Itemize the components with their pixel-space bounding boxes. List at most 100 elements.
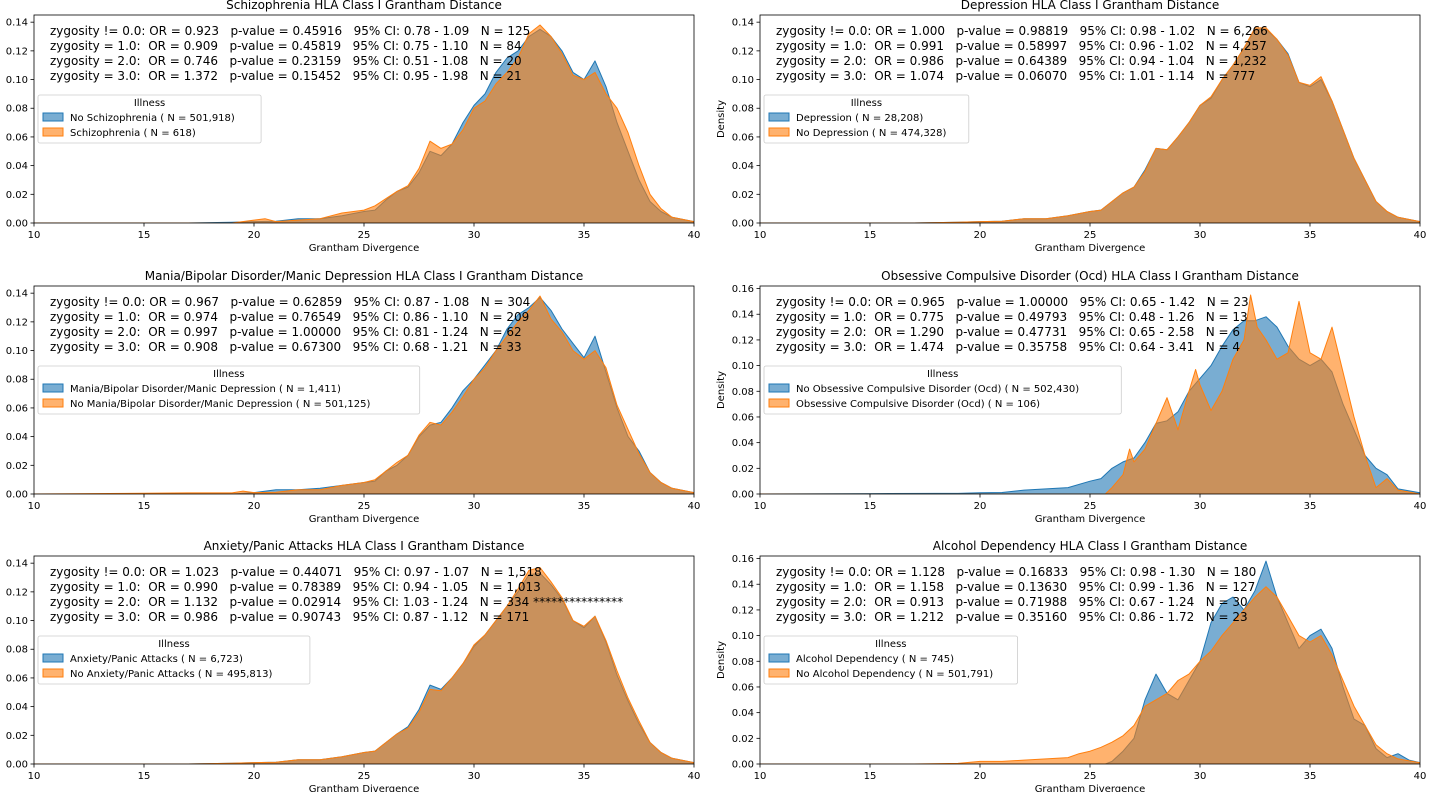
x-tick-label: 35: [578, 501, 591, 512]
y-tick-label: 0.00: [6, 760, 28, 771]
stats-line-4: zygosity = 3.0: OR = 0.908 p-value = 0.6…: [50, 340, 522, 354]
stats-line-1: zygosity != 0.0: OR = 1.000 p-value = 0.…: [776, 24, 1268, 38]
y-tick-label: 0.06: [6, 403, 28, 414]
x-tick-label: 25: [1084, 771, 1097, 782]
y-tick-label: 0.02: [732, 734, 754, 745]
x-axis-label: Grantham Divergence: [309, 243, 420, 254]
x-tick-label: 10: [28, 501, 41, 512]
legend-box: [763, 635, 1019, 685]
legend-title: Illness: [851, 98, 882, 109]
x-tick-label: 25: [1084, 230, 1097, 241]
stats-line-2: zygosity = 1.0: OR = 0.909 p-value = 0.4…: [50, 39, 522, 53]
stats-line-2: zygosity = 1.0: OR = 0.974 p-value = 0.7…: [50, 310, 529, 324]
density-area-series-2: [760, 27, 1420, 223]
stats-line-4: zygosity = 3.0: OR = 1.474 p-value = 0.3…: [776, 340, 1240, 354]
y-tick-label: 0.12: [6, 317, 28, 328]
x-axis-label: Grantham Divergence: [309, 784, 420, 792]
chart-panel-3: Mania/Bipolar Disorder/Manic Depression …: [6, 269, 701, 525]
legend-box: [763, 365, 1122, 415]
legend-title: Illness: [927, 369, 958, 380]
x-tick-label: 30: [1194, 501, 1207, 512]
stats-line-3: zygosity = 2.0: OR = 0.913 p-value = 0.7…: [776, 595, 1248, 609]
x-tick-label: 15: [864, 501, 877, 512]
legend-swatch: [42, 112, 64, 122]
chart-title: Alcohol Dependency HLA Class I Grantham …: [933, 539, 1248, 553]
x-tick-label: 30: [1194, 771, 1207, 782]
stats-line-2: zygosity = 1.0: OR = 0.991 p-value = 0.5…: [776, 39, 1267, 53]
stats-line-4: zygosity = 3.0: OR = 0.986 p-value = 0.9…: [50, 610, 529, 624]
legend-entry-label: No Mania/Bipolar Disorder/Manic Depressi…: [70, 399, 370, 410]
y-tick-label: 0.16: [732, 284, 754, 295]
x-axis-label: Grantham Divergence: [309, 514, 420, 525]
x-axis-label: Grantham Divergence: [1035, 243, 1146, 254]
y-tick-label: 0.04: [6, 702, 28, 713]
chart-panel-2: Depression HLA Class I Grantham Distance…: [716, 0, 1426, 254]
y-tick-label: 0.12: [732, 605, 754, 616]
legend: Illness Mania/Bipolar Disorder/Manic Depr…: [37, 365, 421, 415]
y-tick-label: 0.12: [732, 46, 754, 57]
x-tick-label: 20: [248, 771, 261, 782]
legend-swatch: [768, 112, 790, 122]
x-tick-label: 35: [1304, 230, 1317, 241]
stats-line-3: zygosity = 2.0: OR = 1.290 p-value = 0.4…: [776, 325, 1240, 339]
x-tick-label: 20: [974, 501, 987, 512]
x-tick-label: 30: [1194, 230, 1207, 241]
y-tick-label: 0.00: [732, 219, 754, 230]
legend-title: Illness: [134, 98, 165, 109]
x-axis-label: Grantham Divergence: [1035, 514, 1146, 525]
stats-line-1: zygosity != 0.0: OR = 0.967 p-value = 0.…: [50, 295, 530, 309]
y-tick-label: 0.10: [6, 75, 28, 86]
legend-box: [763, 94, 970, 144]
legend-swatch: [768, 383, 790, 393]
legend-swatch: [42, 127, 64, 137]
y-tick-label: 0.12: [6, 587, 28, 598]
legend-swatch: [768, 398, 790, 408]
stats-line-3: zygosity = 2.0: OR = 0.986 p-value = 0.6…: [776, 54, 1267, 68]
legend-swatch: [42, 383, 64, 393]
legend-swatch: [42, 668, 64, 678]
stats-line-2: zygosity = 1.0: OR = 1.158 p-value = 0.1…: [776, 580, 1255, 594]
x-tick-label: 20: [248, 230, 261, 241]
legend-entry-label: Depression ( N = 28,208): [796, 113, 923, 124]
legend-entry-label: Anxiety/Panic Attacks ( N = 6,723): [70, 654, 243, 665]
y-tick-label: 0.10: [732, 361, 754, 372]
x-tick-label: 25: [358, 771, 371, 782]
legend-entry-label: No Alcohol Dependency ( N = 501,791): [796, 669, 993, 680]
y-axis-label: Density: [716, 641, 727, 679]
y-tick-label: 0.16: [732, 554, 754, 565]
legend-entry-label: Obsessive Compulsive Disorder (Ocd) ( N …: [796, 399, 1040, 410]
chart-title: Mania/Bipolar Disorder/Manic Depression …: [145, 269, 583, 283]
x-tick-label: 15: [864, 230, 877, 241]
x-tick-label: 15: [138, 501, 151, 512]
legend: Illness Depression ( N = 28,208) No Depres…: [763, 94, 970, 144]
density-area-series-2: [760, 586, 1420, 764]
y-tick-label: 0.06: [6, 132, 28, 143]
y-axis-label: Density: [716, 100, 727, 138]
y-tick-label: 0.06: [6, 673, 28, 684]
x-tick-label: 10: [754, 771, 767, 782]
legend: Illness No Obsessive Compulsive Disorder …: [763, 365, 1122, 415]
stats-line-1: zygosity != 0.0: OR = 1.023 p-value = 0.…: [50, 565, 542, 579]
density-area-series-2: [34, 567, 694, 764]
y-tick-label: 0.02: [732, 464, 754, 475]
x-tick-label: 30: [468, 230, 481, 241]
stats-line-3: zygosity = 2.0: OR = 1.132 p-value = 0.0…: [50, 595, 623, 609]
stats-line-4: zygosity = 3.0: OR = 1.212 p-value = 0.3…: [776, 610, 1248, 624]
stats-line-1: zygosity != 0.0: OR = 0.965 p-value = 1.…: [776, 295, 1249, 309]
x-tick-label: 25: [1084, 501, 1097, 512]
x-tick-label: 40: [1414, 501, 1427, 512]
density-area-series-2: [34, 24, 694, 223]
y-tick-label: 0.14: [732, 310, 754, 321]
x-tick-label: 30: [468, 501, 481, 512]
x-tick-label: 15: [138, 230, 151, 241]
stats-line-1: zygosity != 0.0: OR = 0.923 p-value = 0.…: [50, 24, 530, 38]
y-tick-label: 0.14: [6, 289, 28, 300]
x-tick-label: 35: [578, 230, 591, 241]
x-tick-label: 40: [688, 230, 701, 241]
y-tick-label: 0.04: [6, 161, 28, 172]
x-tick-label: 10: [28, 230, 41, 241]
y-tick-label: 0.10: [6, 616, 28, 627]
y-tick-label: 0.08: [6, 645, 28, 656]
y-tick-label: 0.10: [6, 346, 28, 357]
